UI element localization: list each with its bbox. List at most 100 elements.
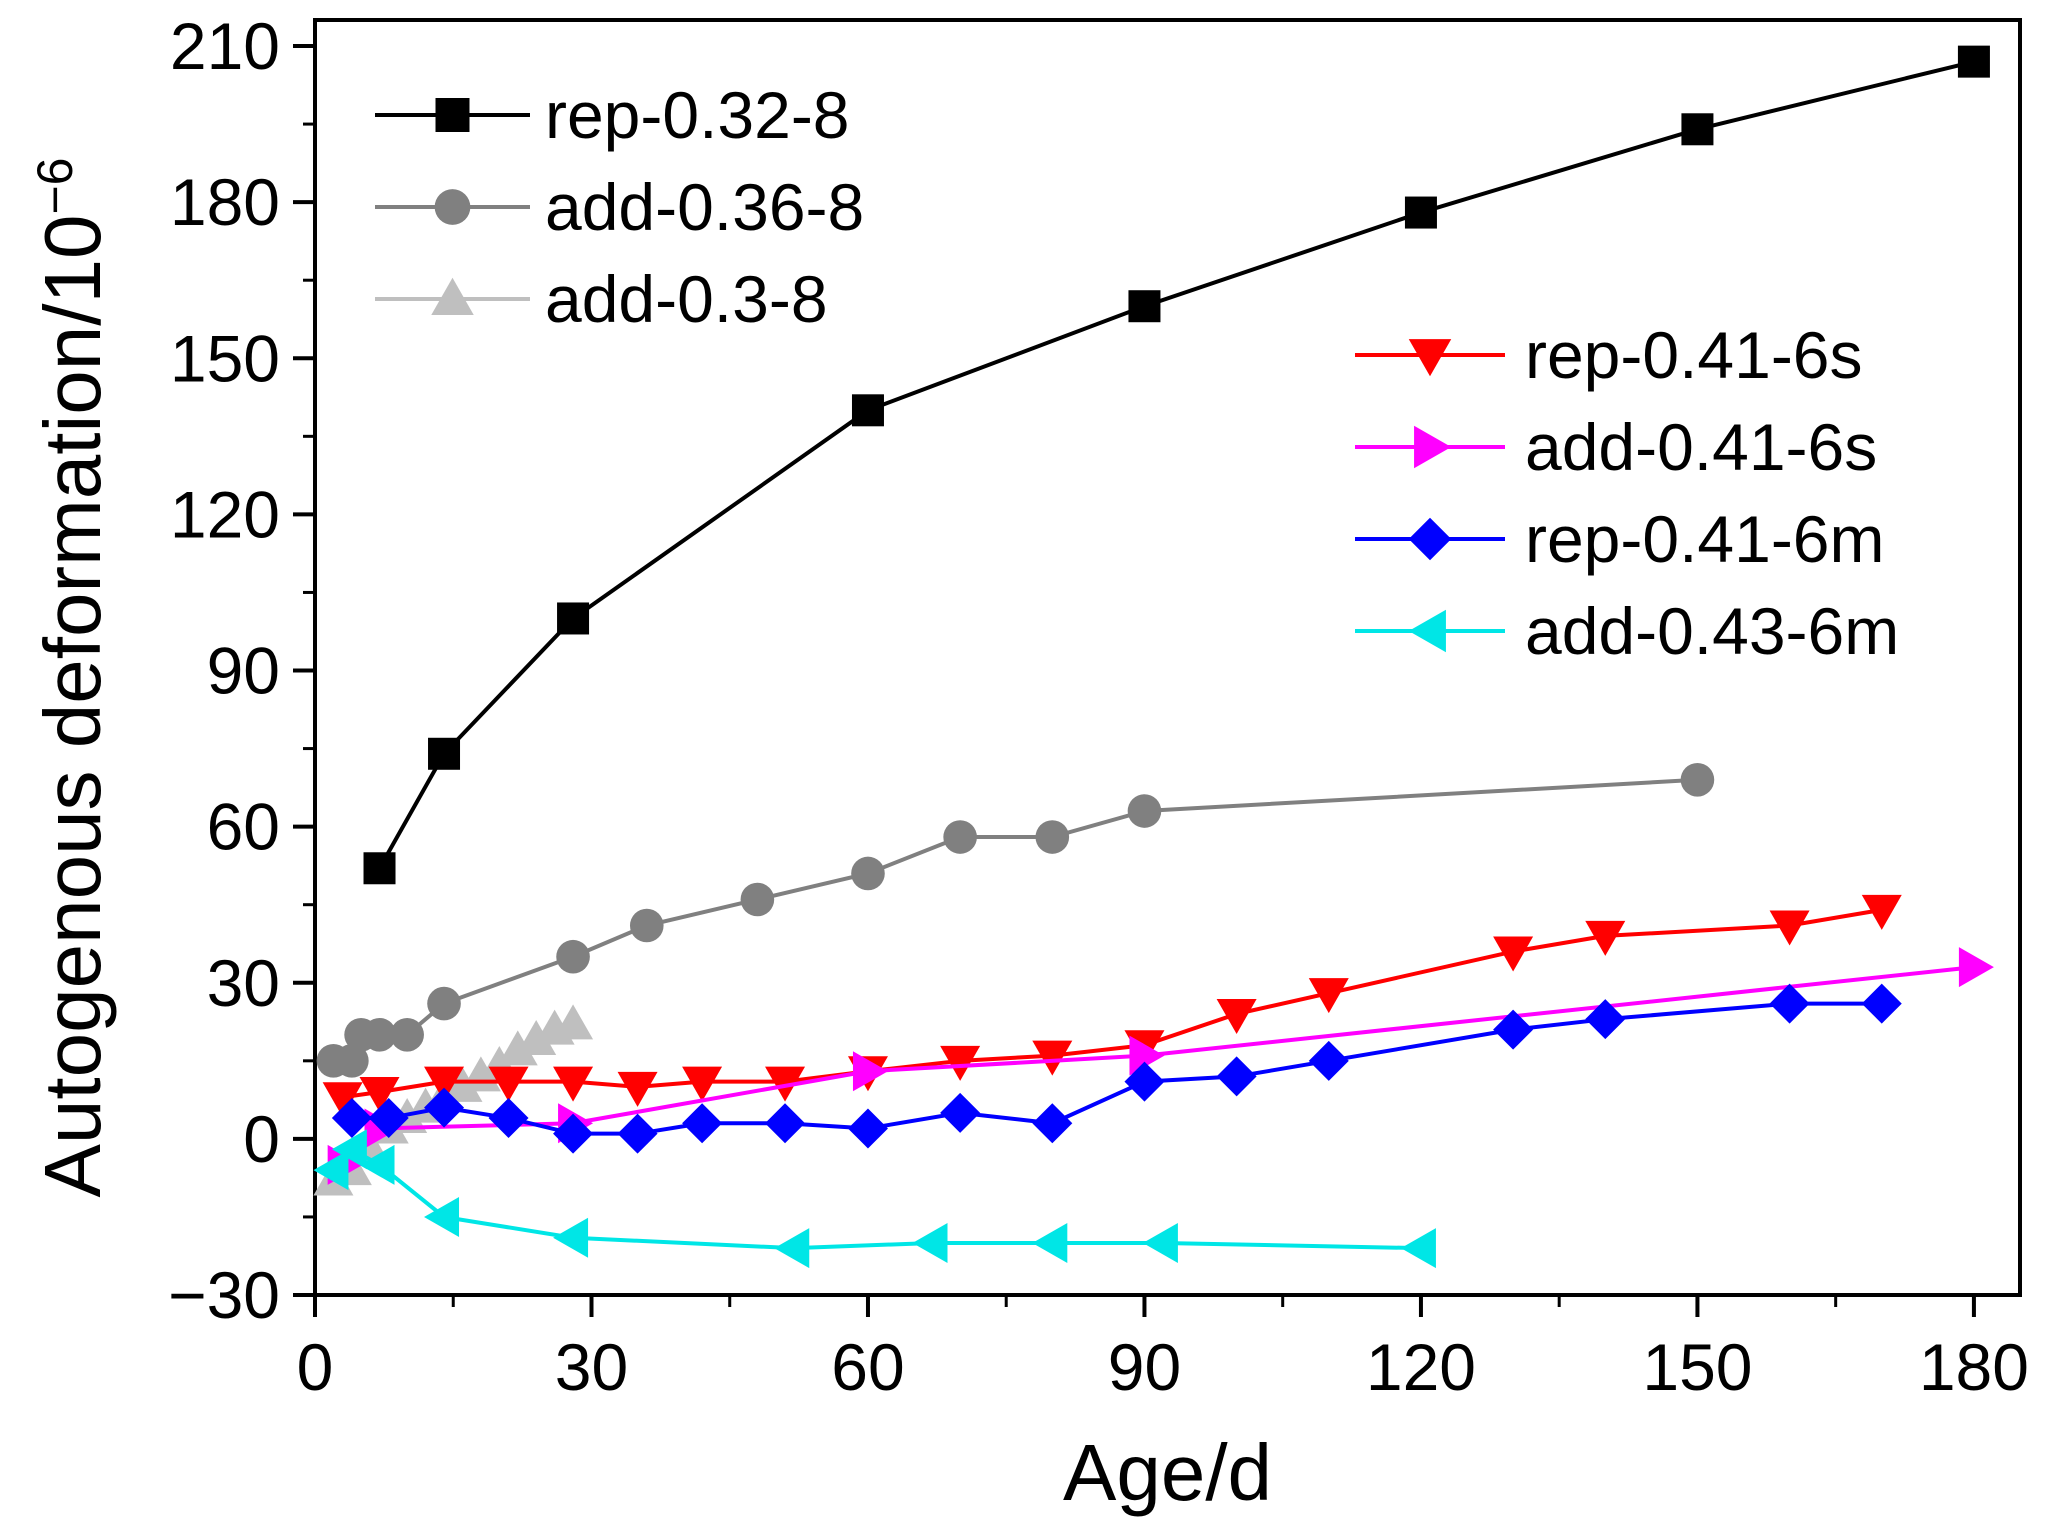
data-point: [1035, 820, 1070, 854]
data-point: [362, 1017, 397, 1052]
data-point: [617, 1071, 658, 1107]
data-point: [424, 1196, 460, 1237]
data-point: [553, 1004, 594, 1040]
x-tick-label: 150: [1642, 1330, 1752, 1404]
legend-label: rep-0.41-6m: [1525, 502, 1885, 576]
data-point: [313, 1150, 349, 1191]
legend-marker: [431, 277, 474, 315]
x-tick-label: 60: [831, 1330, 904, 1404]
legend-item: add-0.43-6m: [1355, 594, 1899, 668]
series-rep-0.41-6m: [331, 983, 1902, 1154]
data-point: [1680, 762, 1715, 797]
data-point: [943, 820, 977, 854]
legend-item: add-0.36-8: [375, 170, 864, 244]
data-point: [556, 939, 590, 974]
data-point: [424, 1087, 465, 1128]
y-tick-label: 150: [170, 321, 280, 395]
legend-label: rep-0.32-8: [545, 78, 850, 152]
data-point: [940, 1092, 981, 1133]
y-tick-label: 30: [207, 946, 280, 1020]
x-tick-label: 30: [555, 1330, 628, 1404]
data-point: [617, 1113, 658, 1154]
y-tick-label: 0: [243, 1102, 280, 1176]
data-point: [629, 908, 664, 943]
x-tick-label: 0: [297, 1330, 334, 1404]
data-point: [682, 1103, 723, 1144]
data-point: [1216, 998, 1257, 1034]
data-point: [740, 882, 775, 917]
data-point: [1958, 947, 1994, 988]
data-point: [1585, 920, 1626, 956]
data-point: [516, 1020, 557, 1055]
series-add-0.41-6s: [327, 947, 1994, 1185]
legend-label: add-0.41-6s: [1525, 410, 1877, 484]
data-point: [1127, 794, 1162, 828]
data-point: [488, 1066, 529, 1102]
data-point: [488, 1098, 529, 1139]
data-point: [368, 1098, 409, 1139]
data-point: [851, 394, 884, 427]
y-axis-title-text: Autogenous deformation/10: [28, 215, 117, 1198]
data-point: [442, 1066, 483, 1102]
x-axis-title: Age/d: [1063, 1428, 1272, 1517]
data-point: [1769, 910, 1810, 946]
legend-label: add-0.43-6m: [1525, 594, 1899, 668]
data-point: [1032, 1103, 1073, 1144]
data-point: [424, 1066, 465, 1102]
data-point: [1400, 1228, 1436, 1269]
data-point: [322, 1082, 363, 1118]
data-point: [363, 852, 396, 885]
legend-marker: [1414, 425, 1452, 469]
series-line: [377, 59, 1975, 870]
legend-item: rep-0.32-8: [375, 78, 850, 152]
legend-marker: [435, 98, 470, 132]
data-point: [497, 1030, 538, 1066]
data-point: [852, 1051, 888, 1092]
data-point: [1861, 983, 1902, 1024]
data-point: [335, 1044, 369, 1078]
data-point: [1142, 1222, 1178, 1263]
data-point: [427, 986, 461, 1021]
data-point: [912, 1222, 948, 1263]
data-point: [1404, 196, 1437, 229]
data-point: [1216, 1056, 1257, 1097]
series-rep-0.41-6s: [322, 894, 1902, 1118]
legend-marker: [1408, 339, 1452, 377]
data-point: [1308, 978, 1349, 1014]
data-point: [1493, 936, 1534, 972]
data-point: [1128, 290, 1161, 323]
legend-marker: [1408, 609, 1446, 653]
data-point: [1769, 983, 1810, 1024]
x-tick-label: 120: [1366, 1330, 1476, 1404]
y-tick-label: 210: [170, 9, 280, 83]
x-tick-label: 180: [1919, 1330, 2029, 1404]
x-tick-label: 90: [1108, 1330, 1181, 1404]
data-point: [428, 737, 461, 770]
data-point: [553, 1066, 594, 1102]
y-tick-label: 90: [207, 634, 280, 708]
y-tick-label: 120: [170, 477, 280, 551]
y-axis-title: Autogenous deformation/10−6: [27, 158, 117, 1198]
legend-item: add-0.41-6s: [1355, 410, 1877, 484]
data-point: [1681, 113, 1714, 146]
y-tick-label: 60: [207, 790, 280, 864]
data-point: [331, 1129, 367, 1170]
data-point: [1129, 1035, 1165, 1076]
data-point: [1861, 894, 1902, 930]
legend-marker: [1408, 517, 1452, 561]
legend-item: rep-0.41-6m: [1355, 502, 1885, 576]
data-point: [1308, 1040, 1349, 1081]
legend: rep-0.32-8 add-0.36-8 add-0.3-8 rep-0.41-6s…: [375, 78, 1899, 668]
legend-marker: [434, 189, 471, 225]
data-point: [1585, 999, 1626, 1040]
data-point: [359, 1144, 395, 1185]
data-point: [557, 602, 590, 635]
series-add-0.43-6m: [313, 1129, 1436, 1269]
legend-label: rep-0.41-6s: [1525, 318, 1863, 392]
data-point: [774, 1228, 810, 1269]
data-point: [940, 1045, 981, 1081]
legend-item: rep-0.41-6s: [1355, 318, 1863, 392]
data-point: [765, 1103, 806, 1144]
